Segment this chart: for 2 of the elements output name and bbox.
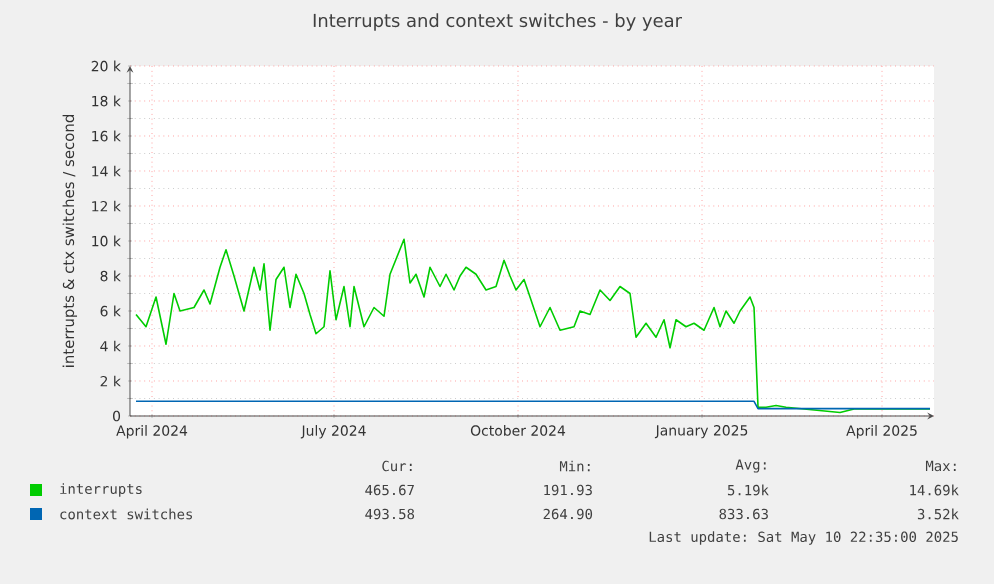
- line-series: [135, 238, 931, 414]
- chart-title: Interrupts and context switches - by year: [313, 13, 682, 31]
